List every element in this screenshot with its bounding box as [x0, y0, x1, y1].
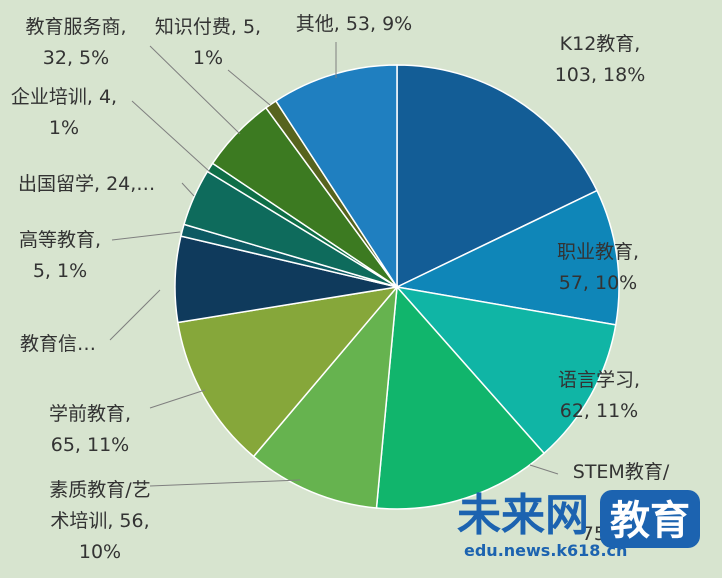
- watermark-url: edu.news.k618.cn: [464, 541, 627, 560]
- slice-label-higher: 高等教育, 5, 1%: [19, 229, 101, 282]
- leader-line-higher: [111, 231, 181, 241]
- leader-line-arts: [149, 479, 301, 487]
- slice-label-service: 教育服务商, 32, 5%: [25, 16, 126, 69]
- pie-slice-stem: [375, 285, 546, 510]
- slice-label-vocational: 职业教育, 57, 10%: [557, 241, 639, 294]
- slice-label-other: 其他, 53, 9%: [296, 13, 412, 35]
- leader-line-knowledge: [227, 69, 271, 106]
- pie-slice-vocational: [394, 189, 620, 326]
- pie-slice-arts: [252, 284, 398, 509]
- slice-label-knowledge: 知识付费, 5, 1%: [155, 16, 261, 69]
- slice-label-arts: 素质教育/艺术培训, 56, 10%: [49, 479, 150, 563]
- slice-label-k12: K12教育, 103, 18%: [555, 33, 646, 86]
- slice-label-study_abroad: 出国留学, 24,…: [18, 173, 155, 195]
- leader-line-study_abroad: [181, 182, 195, 197]
- pie-slice-k12: [396, 64, 598, 289]
- pie-slice-other: [274, 64, 398, 290]
- leader-line-service: [149, 45, 241, 135]
- slice-label-edu_it: 教育信…: [20, 333, 96, 355]
- slice-label-corporate: 企业培训, 4, 1%: [11, 86, 117, 139]
- pie-slice-language: [395, 285, 617, 455]
- watermark-brand-text: 未来网: [457, 490, 589, 541]
- watermark-badge-text: 教育: [610, 498, 690, 544]
- leader-line-edu_it: [109, 289, 161, 341]
- slice-label-language: 语言学习, 62, 11%: [558, 369, 640, 422]
- leader-line-corporate: [131, 100, 211, 173]
- watermark-badge: [600, 490, 700, 548]
- pie-slice-preschool: [176, 285, 399, 458]
- slice-label-preschool: 学前教育, 65, 11%: [49, 403, 131, 456]
- leader-line-stem: [529, 464, 559, 475]
- watermark: 未来网 教育 edu.news.k618.cn: [457, 490, 700, 560]
- leader-line-preschool: [149, 389, 206, 409]
